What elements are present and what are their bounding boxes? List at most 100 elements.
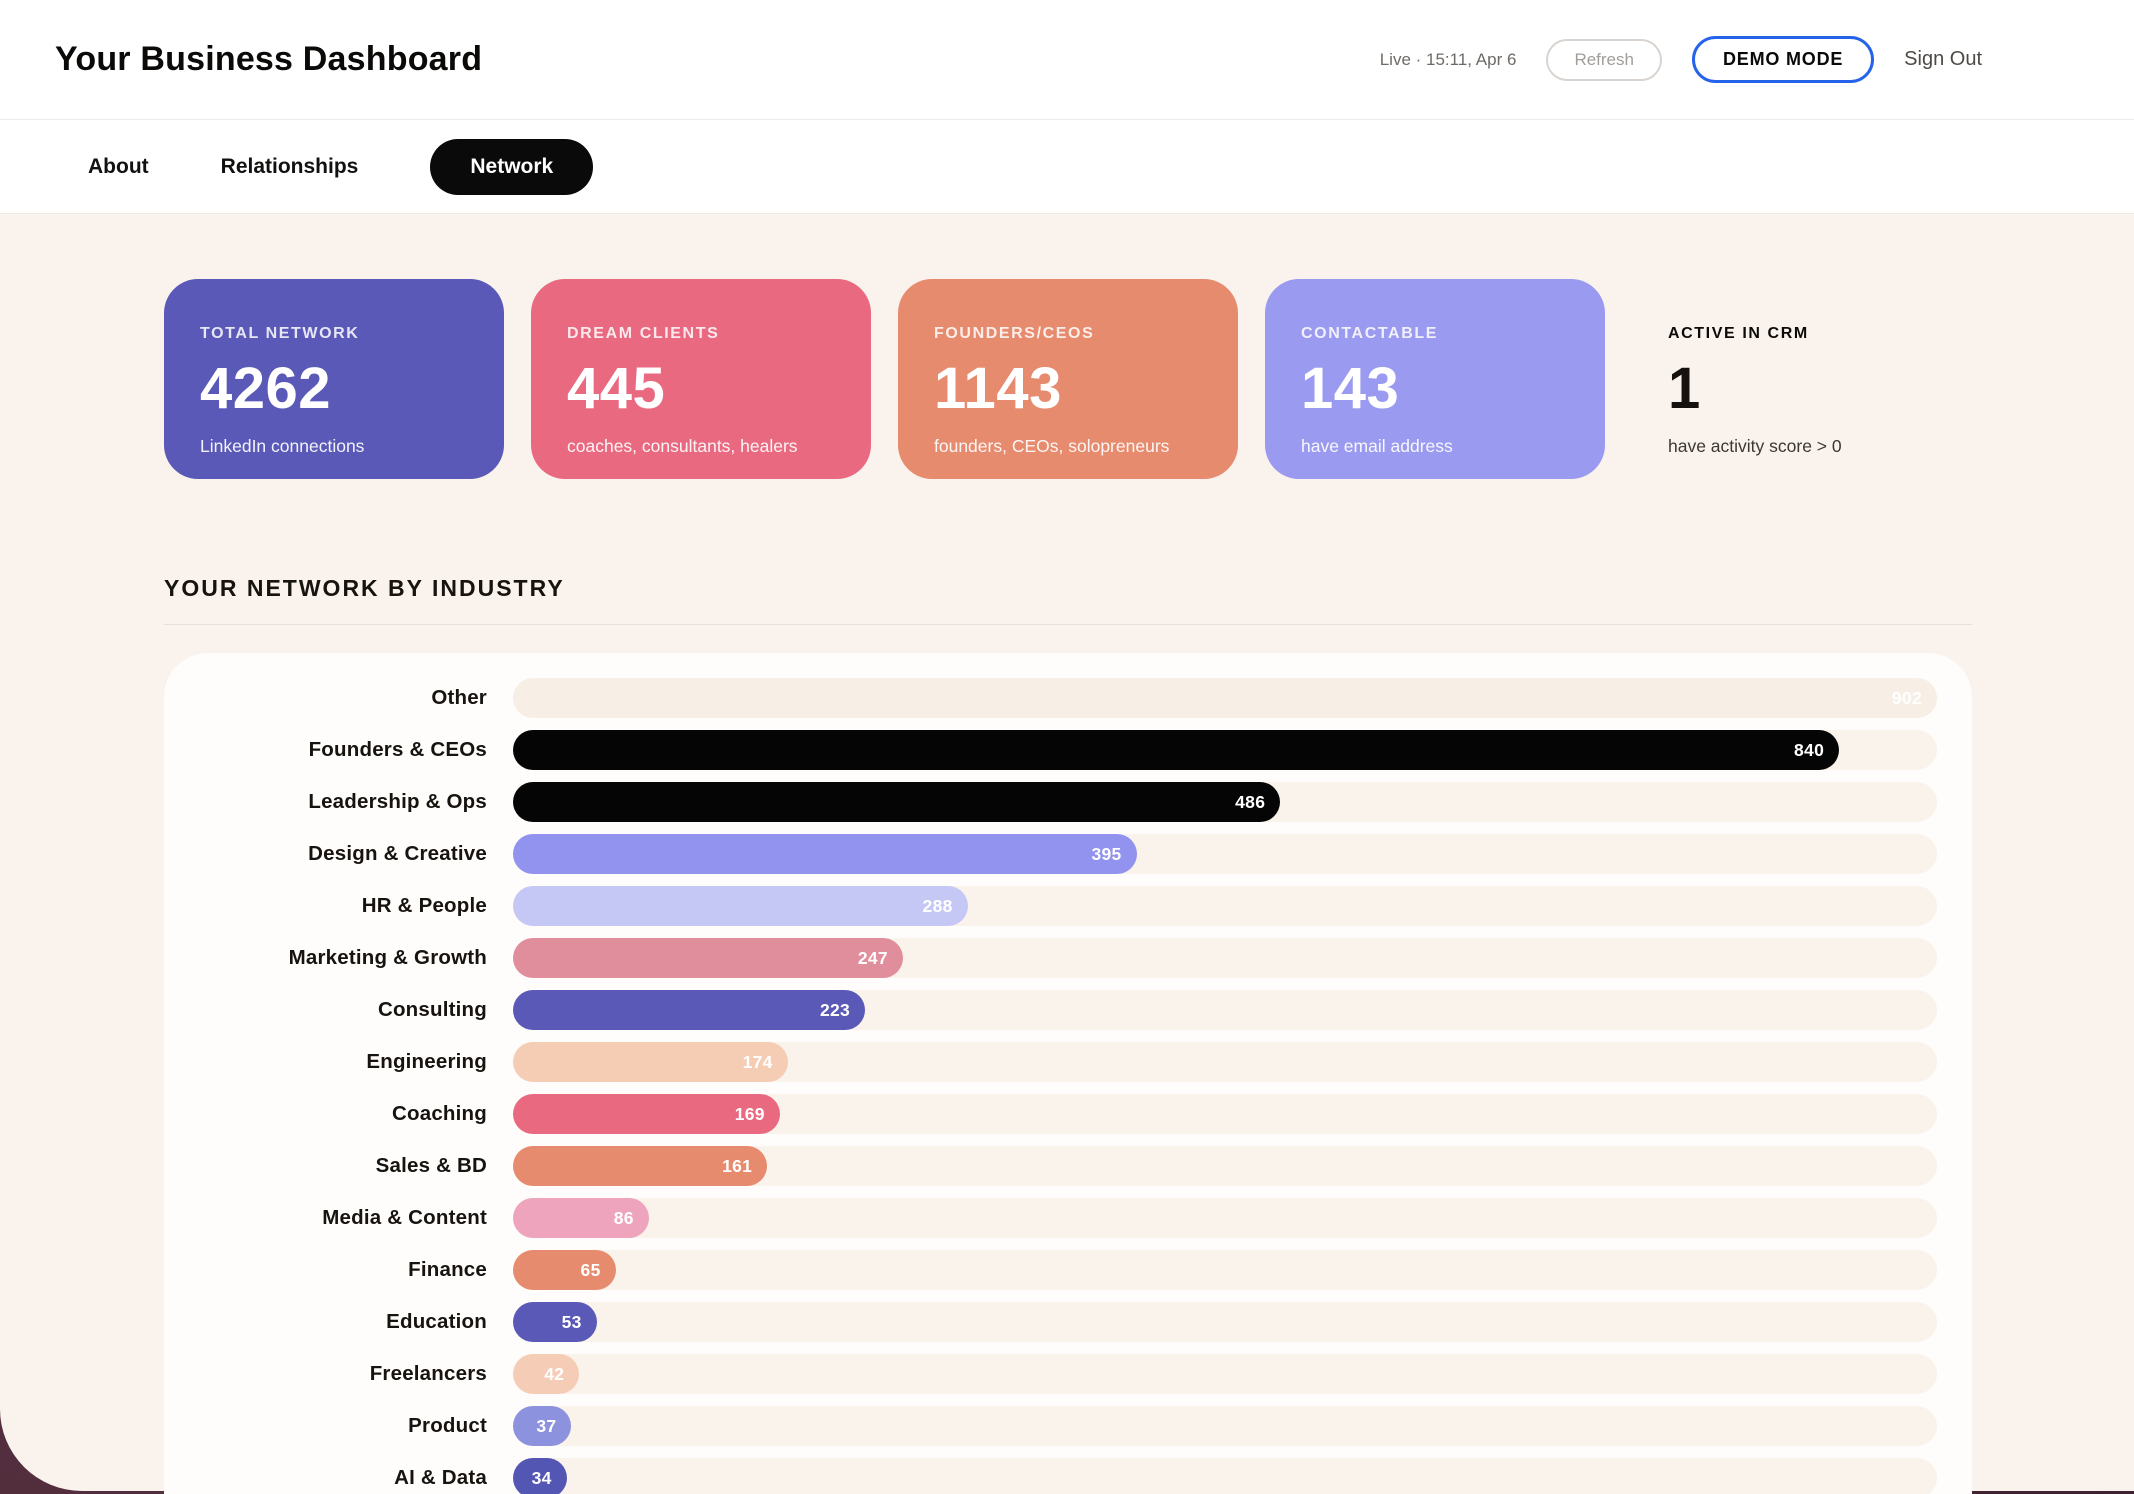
chart-row-label: Founders & CEOs [308, 738, 487, 761]
chart-row-label: Other [431, 686, 487, 709]
chart-row: Leadership & Ops 486 [214, 782, 1937, 822]
stat-label: TOTAL NETWORK [200, 325, 360, 342]
chart-row: Finance 65 [214, 1250, 1937, 1290]
stat-value: 445 [567, 356, 666, 421]
demo-mode-badge[interactable]: DEMO MODE [1691, 36, 1875, 83]
chart-row-label: AI & Data [394, 1466, 487, 1489]
tab-list: About Relationships Network [88, 138, 594, 195]
bar-value-label: 86 [613, 1207, 634, 1228]
chart-row: Engineering 174 [214, 1042, 1937, 1082]
bar-track: 169 [513, 1094, 1937, 1134]
bar: 395 [513, 834, 1137, 874]
bar-value-label: 486 [1235, 791, 1266, 812]
chart-row: Product 37 [214, 1406, 1937, 1446]
tab-label: Network [470, 154, 554, 178]
bar-value-label: 53 [561, 1311, 582, 1332]
stat-value: 143 [1301, 356, 1400, 421]
bar-value-label: 247 [857, 947, 888, 968]
industry-bar-chart: Other 902 Founders & CEOs 840 Leadership… [214, 678, 1937, 1494]
bar-track: 53 [513, 1302, 1937, 1342]
bar: 42 [513, 1354, 580, 1394]
stat-label: FOUNDERS/CEOS [934, 325, 1095, 342]
chart-row: AI & Data 34 [214, 1458, 1937, 1494]
chart-row-label: Freelancers [369, 1362, 487, 1385]
bar-track: 395 [513, 834, 1937, 874]
bar-value-label: 288 [922, 895, 953, 916]
stat-card: DREAM CLIENTS 445 coaches, consultants, … [531, 279, 871, 479]
bar-value-label: 223 [819, 999, 851, 1020]
bar-track: 161 [513, 1146, 1937, 1186]
bar-track: 174 [513, 1042, 1937, 1082]
chart-row-label: Finance [408, 1258, 487, 1281]
stat-card: CONTACTABLE 143 have email address [1265, 279, 1605, 479]
chart-row-label: Media & Content [322, 1206, 487, 1229]
stat-subtitle: LinkedIn connections [200, 436, 365, 456]
tab-label: About [88, 154, 149, 178]
stat-label: CONTACTABLE [1301, 325, 1438, 342]
chart-row: Sales & BD 161 [214, 1146, 1937, 1186]
bar: 34 [513, 1458, 567, 1494]
chart-row-label: Education [386, 1310, 487, 1333]
section-title: YOUR NETWORK BY INDUSTRY [164, 575, 565, 601]
bar-value-label: 37 [536, 1415, 557, 1436]
bar-value-label: 34 [531, 1467, 552, 1488]
tab-bar: About Relationships Network [0, 120, 2134, 214]
bar: 902 [513, 678, 1937, 718]
stat-value: 1 [1668, 356, 1701, 421]
chart-row-label: Product [408, 1414, 487, 1437]
bar-track: 840 [513, 730, 1937, 770]
chart-row-label: Engineering [366, 1050, 487, 1073]
stat-card: FOUNDERS/CEOS 1143 founders, CEOs, solop… [898, 279, 1238, 479]
refresh-button[interactable]: Refresh [1546, 38, 1662, 81]
bar-track: 247 [513, 938, 1937, 978]
tab-about[interactable]: About [88, 155, 149, 179]
stat-card: ACTIVE IN CRM 1 have activity score > 0 [1632, 279, 1972, 479]
bar: 486 [513, 782, 1281, 822]
chart-row: Freelancers 42 [214, 1354, 1937, 1394]
bar-track: 65 [513, 1250, 1937, 1290]
industry-chart-card: Other 902 Founders & CEOs 840 Leadership… [164, 653, 1972, 1494]
bar-value-label: 42 [544, 1363, 565, 1384]
app-header: Your Business Dashboard Live · 15:11, Ap… [0, 0, 2134, 120]
section-divider [164, 624, 1972, 625]
bar-track: 486 [513, 782, 1937, 822]
bar-value-label: 395 [1091, 843, 1122, 864]
chart-row-label: Coaching [392, 1102, 487, 1125]
stat-value: 4262 [200, 356, 332, 421]
bar-track: 288 [513, 886, 1937, 926]
bar-value-label: 65 [580, 1259, 601, 1280]
bar-track: 86 [513, 1198, 1937, 1238]
chart-row: Design & Creative 395 [214, 834, 1937, 874]
main-content: TOTAL NETWORK 4262 LinkedIn connections … [164, 214, 1972, 1494]
chart-row: Founders & CEOs 840 [214, 730, 1937, 770]
chart-row-label: Marketing & Growth [288, 946, 487, 969]
bar: 223 [513, 990, 866, 1030]
bar: 161 [513, 1146, 768, 1186]
tab-relationships[interactable]: Relationships [221, 155, 359, 179]
bar-value-label: 902 [1891, 687, 1922, 708]
bar-track: 37 [513, 1406, 1937, 1446]
stat-subtitle: coaches, consultants, healers [567, 436, 798, 456]
bar: 86 [513, 1198, 649, 1238]
bar: 840 [513, 730, 1840, 770]
chart-row: Consulting 223 [214, 990, 1937, 1030]
tab-label: Relationships [220, 154, 359, 178]
stat-value: 1143 [934, 356, 1062, 421]
bar: 169 [513, 1094, 780, 1134]
bar-value-label: 161 [722, 1155, 753, 1176]
bar-value-label: 174 [742, 1051, 773, 1072]
chart-row: Coaching 169 [214, 1094, 1937, 1134]
sign-out-link[interactable]: Sign Out [1904, 48, 1982, 70]
live-status: Live · 15:11, Apr 6 [1379, 49, 1517, 69]
bar-track: 42 [513, 1354, 1937, 1394]
chart-row-label: Leadership & Ops [308, 790, 487, 813]
chart-row-label: Design & Creative [308, 842, 487, 865]
chart-row-label: HR & People [361, 894, 487, 917]
chart-row: Marketing & Growth 247 [214, 938, 1937, 978]
chart-row-label: Consulting [377, 998, 487, 1021]
stat-label: ACTIVE IN CRM [1668, 325, 1809, 342]
chart-row: Media & Content 86 [214, 1198, 1937, 1238]
tab-network[interactable]: Network [430, 138, 594, 195]
page-title: Your Business Dashboard [55, 40, 483, 78]
stat-subtitle: founders, CEOs, solopreneurs [934, 436, 1170, 456]
